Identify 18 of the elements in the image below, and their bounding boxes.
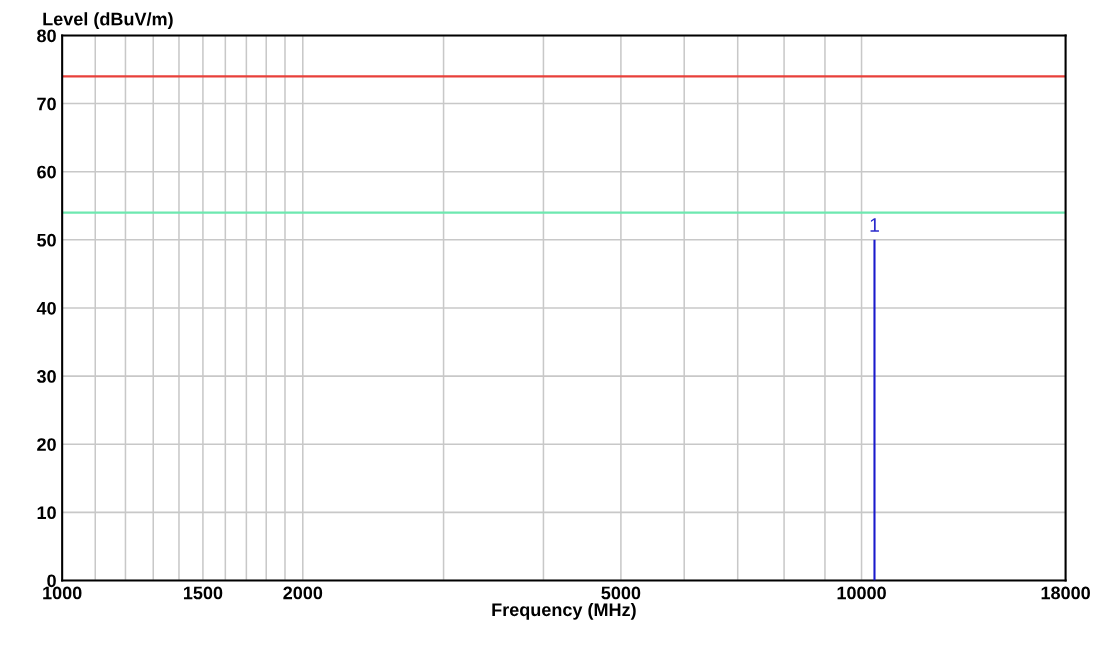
x-tick-label: 10000 — [837, 586, 886, 600]
y-tick-label: 30 — [36, 370, 56, 383]
y-tick-label: 70 — [37, 97, 56, 111]
annotation: 1 — [870, 218, 879, 232]
x-tick-label: 5000 — [601, 586, 641, 600]
y-tick-label: 20 — [37, 438, 56, 451]
y-tick-label: 40 — [36, 301, 56, 315]
x-tick-label: 1000 — [43, 586, 82, 600]
x-tick-label: 1500 — [183, 586, 223, 600]
y-tick-label: 50 — [37, 233, 56, 247]
x-axis-title: Frequency (MHz) — [492, 602, 636, 620]
y-tick-label: 80 — [37, 29, 56, 43]
x-tick-label: 18000 — [1041, 586, 1090, 600]
y-tick-label: 10 — [37, 506, 56, 520]
x-tick-label: 2000 — [283, 586, 323, 600]
y-tick-label: 60 — [37, 165, 56, 179]
y-axis-title: Level (dBuV/m) — [43, 12, 173, 30]
y-tick-label: 0 — [47, 574, 56, 588]
